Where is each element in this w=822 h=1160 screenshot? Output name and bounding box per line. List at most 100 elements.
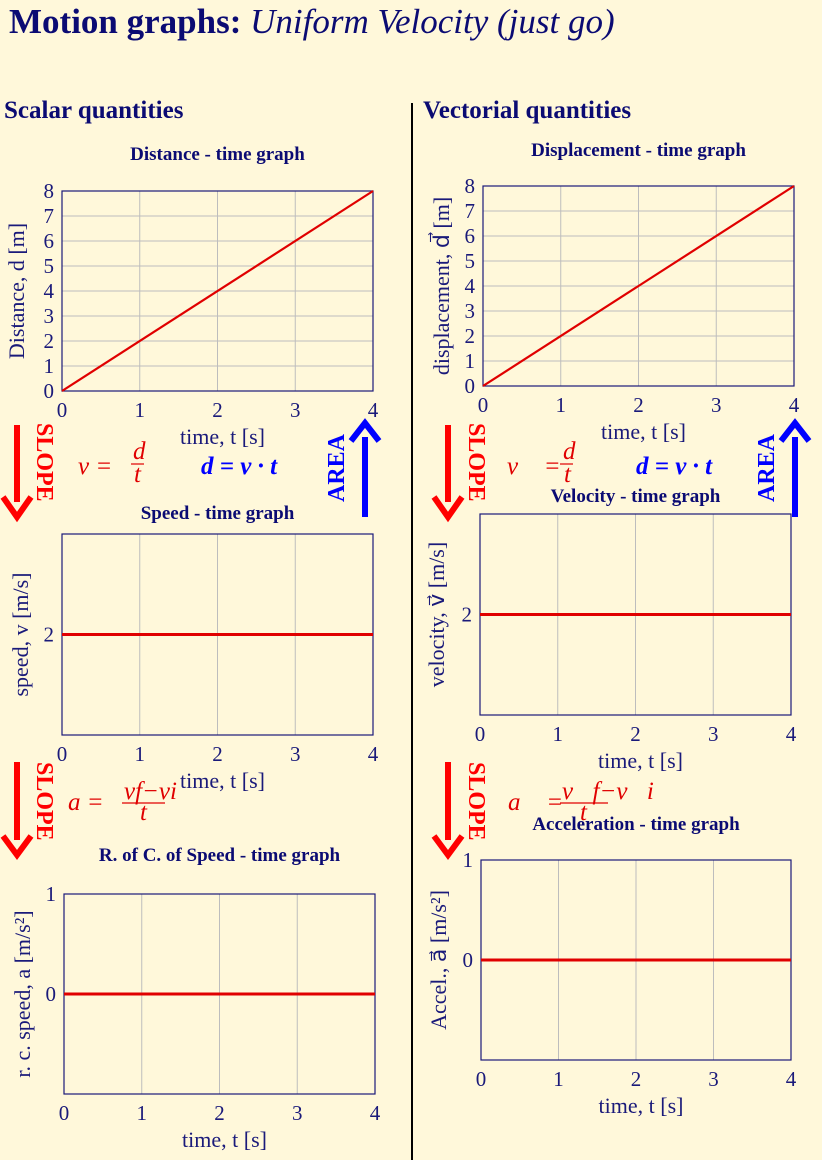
velocity-x-tick-label: 4 bbox=[786, 722, 797, 746]
formula-velocity-scalar: v = d t bbox=[78, 438, 146, 488]
distance-x-tick-label: 3 bbox=[290, 398, 301, 422]
distance-y-tick-label: 1 bbox=[44, 354, 55, 378]
velocity-x-tick-label: 2 bbox=[630, 722, 641, 746]
distance-x-tick-label: 0 bbox=[57, 398, 68, 422]
displacement-y-tick-label: 6 bbox=[465, 224, 476, 248]
rc-speed-x-tick-label: 1 bbox=[137, 1101, 148, 1125]
distance-x-tick-label: 1 bbox=[135, 398, 146, 422]
displacement-x-tick-label: 4 bbox=[789, 393, 800, 417]
svg-text:a⃗ =: a⃗ = bbox=[508, 789, 563, 816]
distance-y-tick-label: 3 bbox=[44, 304, 55, 328]
displacement-x-tick-label: 0 bbox=[478, 393, 489, 417]
formula-accel-scalar: a = vf−vi t bbox=[68, 778, 177, 826]
distance-x-tick-label: 2 bbox=[212, 398, 223, 422]
slope-arrow-4: SLOPE bbox=[431, 762, 489, 861]
distance-y-tick-label: 0 bbox=[44, 379, 55, 403]
speed-x-axis-label: time, t [s] bbox=[180, 768, 265, 793]
speed-x-tick-label: 3 bbox=[290, 742, 301, 766]
distance-y-tick-label: 8 bbox=[44, 179, 55, 203]
acceleration-y-tick-label: 1 bbox=[463, 848, 474, 872]
displacement-y-tick-label: 1 bbox=[465, 349, 476, 373]
svg-text:t: t bbox=[140, 799, 148, 826]
acceleration-x-axis-label: time, t [s] bbox=[599, 1093, 684, 1118]
displacement-plot-frame bbox=[482, 185, 795, 387]
acceleration-chart: Acceleration - time graph 0 1 2 3 4 0 1 time, t … bbox=[426, 814, 797, 1118]
rc-speed-x-tick-label: 0 bbox=[59, 1101, 70, 1125]
page-title-main: Motion graphs: bbox=[9, 2, 242, 41]
rc-speed-x-tick-label: 3 bbox=[292, 1101, 303, 1125]
svg-text:t: t bbox=[580, 799, 588, 826]
rc-speed-y-tick-label: 0 bbox=[46, 982, 57, 1006]
distance-y-tick-label: 2 bbox=[44, 329, 55, 353]
formula-area-vector: d = v · t bbox=[636, 453, 713, 480]
acceleration-x-tick-label: 4 bbox=[786, 1067, 797, 1091]
displacement-series-line bbox=[482, 185, 795, 387]
speed-y-axis-label: speed, v [m/s] bbox=[8, 572, 33, 696]
velocity-x-axis-label: time, t [s] bbox=[598, 748, 683, 773]
formula-accel-vector: a⃗ = v⃗f−v⃗i t bbox=[508, 778, 654, 826]
acceleration-chart-title: Acceleration - time graph bbox=[532, 814, 740, 835]
acceleration-x-tick-label: 2 bbox=[631, 1067, 642, 1091]
distance-y-tick-label: 5 bbox=[44, 254, 55, 278]
svg-text:v =: v = bbox=[78, 453, 112, 480]
distance-x-axis-label: time, t [s] bbox=[180, 424, 265, 449]
distance-chart-title: Distance - time graph bbox=[130, 144, 305, 165]
displacement-y-tick-label: 7 bbox=[465, 199, 476, 223]
column-divider bbox=[411, 103, 413, 1160]
svg-text:a =: a = bbox=[68, 789, 104, 816]
velocity-y-tick-label: 2 bbox=[462, 603, 473, 627]
svg-text:v⃗ =: v⃗ = bbox=[507, 453, 561, 480]
area-label-1: AREA bbox=[324, 433, 350, 502]
speed-y-tick-label: 2 bbox=[44, 623, 55, 647]
velocity-y-axis-label: velocity, v⃗ [m/s] bbox=[424, 542, 449, 687]
velocity-x-tick-label: 0 bbox=[475, 722, 486, 746]
svg-text:d: d bbox=[133, 438, 146, 465]
svg-text:v⃗f−v⃗i: v⃗f−v⃗i bbox=[562, 778, 654, 805]
displacement-y-tick-label: 2 bbox=[465, 324, 476, 348]
velocity-x-tick-label: 3 bbox=[708, 722, 719, 746]
displacement-y-tick-label: 8 bbox=[465, 174, 476, 198]
rc-speed-y-tick-label: 1 bbox=[46, 882, 57, 906]
distance-y-tick-label: 7 bbox=[44, 204, 55, 228]
slope-arrow-1: SLOPE bbox=[0, 423, 57, 523]
area-label-2: AREA bbox=[754, 433, 780, 502]
velocity-chart-title: Velocity - time graph bbox=[551, 486, 721, 507]
formula-velocity-vector: v⃗ = d⃗ t bbox=[507, 438, 595, 488]
displacement-x-axis-label: time, t [s] bbox=[601, 419, 686, 444]
displacement-y-tick-label: 3 bbox=[465, 299, 476, 323]
displacement-y-tick-label: 0 bbox=[465, 374, 476, 398]
speed-x-tick-label: 0 bbox=[57, 742, 68, 766]
acceleration-y-tick-label: 0 bbox=[463, 948, 474, 972]
slope-label-1: SLOPE bbox=[31, 423, 57, 502]
displacement-chart-title: Displacement - time graph bbox=[531, 140, 746, 161]
rc-speed-x-tick-label: 4 bbox=[370, 1101, 381, 1125]
displacement-y-tick-label: 5 bbox=[465, 249, 476, 273]
displacement-x-tick-label: 1 bbox=[556, 393, 567, 417]
velocity-x-tick-label: 1 bbox=[553, 722, 564, 746]
speed-x-tick-label: 4 bbox=[368, 742, 379, 766]
speed-x-tick-label: 1 bbox=[135, 742, 146, 766]
displacement-x-tick-label: 2 bbox=[633, 393, 644, 417]
acceleration-y-axis-label: Accel., a⃗ [m/s²] bbox=[426, 890, 451, 1030]
rc-speed-x-tick-label: 2 bbox=[214, 1101, 225, 1125]
displacement-y-tick-label: 4 bbox=[465, 274, 476, 298]
speed-x-tick-label: 2 bbox=[212, 742, 223, 766]
vectorial-column-title: Vectorial quantities bbox=[423, 97, 632, 124]
distance-y-axis-label: Distance, d [m] bbox=[4, 223, 29, 359]
scalar-column-title: Scalar quantities bbox=[4, 97, 184, 124]
displacement-y-axis-label: displacement, d⃗ [m] bbox=[428, 197, 454, 375]
svg-text:t: t bbox=[564, 461, 572, 488]
acceleration-x-tick-label: 0 bbox=[476, 1067, 487, 1091]
distance-y-tick-label: 6 bbox=[44, 229, 55, 253]
rc-speed-chart-title: R. of C. of Speed - time graph bbox=[99, 845, 341, 866]
slope-arrow-3: SLOPE bbox=[0, 762, 57, 861]
svg-text:vf−vi: vf−vi bbox=[124, 778, 177, 805]
rc-speed-y-axis-label: r. c. speed, a [m/s²] bbox=[10, 910, 35, 1077]
displacement-x-tick-label: 3 bbox=[711, 393, 722, 417]
rc-speed-x-axis-label: time, t [s] bbox=[182, 1127, 267, 1152]
